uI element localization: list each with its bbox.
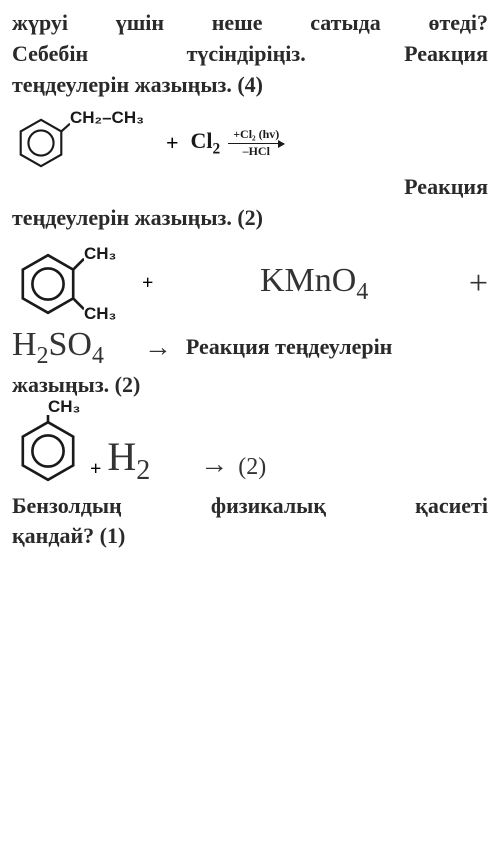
reaction-arrow-conditions: +Cl₂ (hv) –HCl [226,128,286,158]
w: Реакция [404,39,488,70]
plus-sign: + [136,272,159,295]
o-xylene-molecule: CH₃ CH₃ [12,248,84,320]
question-mark-count: (2) [238,454,266,481]
ethylbenzene-molecule: CH₂–CH₃ [12,114,70,172]
question-4-line1: Бензолдың физикалық қасиеті [12,491,488,522]
question-2: теңдеулерін жазыңыз. (2) [12,203,488,234]
arrow-top-label: +Cl₂ (hv) [233,128,279,141]
plus-sign: + [84,458,107,481]
plus-sign: + [469,265,488,303]
w: Бензолдың [12,491,122,522]
arrow-bottom-label: –HCl [243,145,270,158]
q1-line1: жүруі үшін неше сатыда өтеді? [12,8,488,39]
arrow-line-icon [228,143,284,145]
question-4-line2: қандай? (1) [12,521,488,552]
w: физикалық [211,491,326,522]
plus-sign: + [160,130,185,156]
sub4: 4 [92,343,104,369]
w: түсіндіріңіз. [187,39,306,70]
w: үшін [116,8,164,39]
kmno: KMnO [260,262,356,299]
benzene-ring-icon [12,114,70,172]
h: H [107,434,136,479]
question-3: жазыңыз. (2) [12,370,488,401]
so: SO [48,326,91,363]
ethyl-substituent: CH₂–CH₃ [70,108,144,128]
q1-line3: теңдеулерін жазыңыз. (4) [12,70,488,101]
w: неше [212,8,263,39]
cl: Cl [191,128,213,153]
h2-reagent: H2 [107,433,150,487]
ch3-substituent-top: CH₃ [84,244,116,264]
benzene-ring-icon [12,415,84,487]
w: қасиеті [415,491,488,522]
toluene-molecule: CH₃ [12,415,84,487]
sub2: 2 [37,343,49,369]
reaction-2: CH₃ CH₃ + KMnO4 + [12,248,488,320]
cl2-reagent: Cl2 [191,128,221,158]
h: H [12,326,37,363]
w: Себебін [12,39,88,70]
reaction-1: CH₂–CH₃ + Cl2 +Cl₂ (hv) –HCl [12,114,488,172]
reaction-2b: H2SO4 → Реакция теңдеулерін [12,326,488,370]
w: жүруі [12,8,68,39]
h2so4-reagent: H2SO4 [12,326,104,370]
w: өтеді? [428,8,488,39]
sub2: 2 [136,455,150,486]
arrow-icon: → [190,449,238,481]
question-1: жүруі үшін неше сатыда өтеді? Себебін тү… [12,8,488,100]
w: сатыда [310,8,381,39]
arrow-icon: → [134,332,182,364]
kmno4-reagent: KMnO4 [260,262,368,306]
reaction-2-tail: Реакция теңдеулерін [186,332,393,363]
ch3-substituent-bottom: CH₃ [84,304,116,324]
q1-line2: Себебін түсіндіріңіз. Реакция [12,39,488,70]
sub2: 2 [213,141,221,158]
ch3-substituent: CH₃ [48,397,80,417]
reaction-3: CH₃ + H2 → (2) [12,415,488,487]
reaction-1-tail: Реакция [12,172,488,203]
benzene-ring-icon [12,248,84,320]
sub4: 4 [356,279,368,305]
